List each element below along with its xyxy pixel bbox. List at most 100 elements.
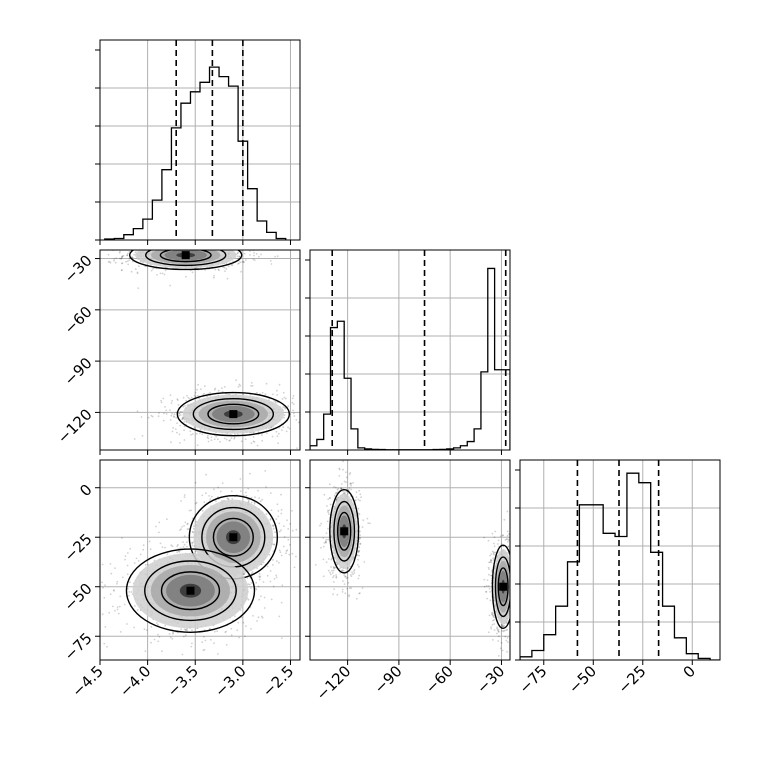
sample-point [197,242,199,244]
sample-point [124,555,127,557]
sample-point [214,387,217,390]
sample-point [514,553,516,555]
sample-point [332,576,334,579]
sample-point [172,248,174,250]
sample-point [205,473,207,476]
sample-point [230,237,232,239]
sample-point [278,522,281,525]
sample-point [508,533,510,535]
sample-point [363,561,366,563]
sample-point [301,413,303,415]
sample-point [359,493,362,496]
sample-point [238,636,241,639]
sample-point [261,391,264,394]
sample-point [235,244,237,246]
sample-point [320,522,323,525]
sample-point [280,601,283,604]
sample-point [278,549,281,552]
sample-point [219,490,222,493]
sample-point [177,662,179,664]
sample-point [182,243,184,245]
sample-point [171,637,174,640]
sample-point [285,397,287,400]
sample-point [499,647,502,650]
sample-point [103,596,106,599]
sample-point [125,260,127,263]
sample-point [101,563,104,566]
sample-point [214,235,216,237]
sample-point [183,543,186,546]
sample-point [201,641,204,644]
y-tick-label: −60 [61,303,96,338]
sample-point [187,396,190,399]
sample-point [150,269,153,272]
sample-point [207,434,209,437]
sample-point [510,595,512,597]
sample-point [133,626,136,629]
sample-point [194,246,196,248]
sample-point [101,581,103,584]
sample-point [243,261,245,264]
sample-point [158,521,161,524]
sample-point [266,565,269,568]
sample-point [349,483,352,485]
sample-point [257,585,260,588]
sample-point [113,590,115,592]
sample-point [162,419,165,422]
sample-point [514,603,516,605]
sample-point [258,497,260,499]
sample-point [341,591,344,593]
sample-point [352,481,354,484]
sample-point [184,244,186,246]
sample-point [217,653,219,655]
sample-point [281,584,284,587]
sample-point [357,551,360,554]
joint-content [107,235,303,449]
sample-point [490,627,493,630]
sample-point [213,488,215,491]
sample-point [493,553,495,556]
sample-point [512,616,514,618]
sample-point [272,525,275,528]
sample-point [191,542,194,544]
sample-point [358,513,361,516]
sample-point [225,630,228,633]
sample-point [285,430,288,433]
sample-point [174,428,177,430]
sample-point [333,486,335,488]
sample-point [250,385,252,387]
sample-point [177,399,179,401]
sample-point [323,542,326,544]
sample-point [204,246,206,248]
sample-point [121,576,124,579]
sample-point [334,492,337,495]
sample-point [277,510,280,512]
sample-point [253,254,255,257]
sample-point [252,432,255,434]
sample-point [503,625,506,627]
sample-point [273,543,275,546]
sample-point [172,427,175,429]
sample-point [150,626,153,628]
sample-point [173,242,175,244]
sample-point [347,582,350,584]
sample-point [279,551,282,554]
sample-point [157,623,159,626]
panel-frame [99,39,301,241]
sample-point [237,621,240,624]
sample-point [227,236,229,238]
sample-point [217,268,220,271]
sample-point [106,645,108,648]
sample-point [278,615,281,618]
sample-point [206,248,208,250]
sample-point [109,593,112,596]
sample-point [247,242,249,244]
sample-point [251,385,254,387]
sample-point [181,411,183,413]
sample-point [202,243,204,245]
sample-point [360,496,362,499]
sample-point [164,269,167,272]
sample-point [191,544,194,547]
sample-point [497,640,500,642]
